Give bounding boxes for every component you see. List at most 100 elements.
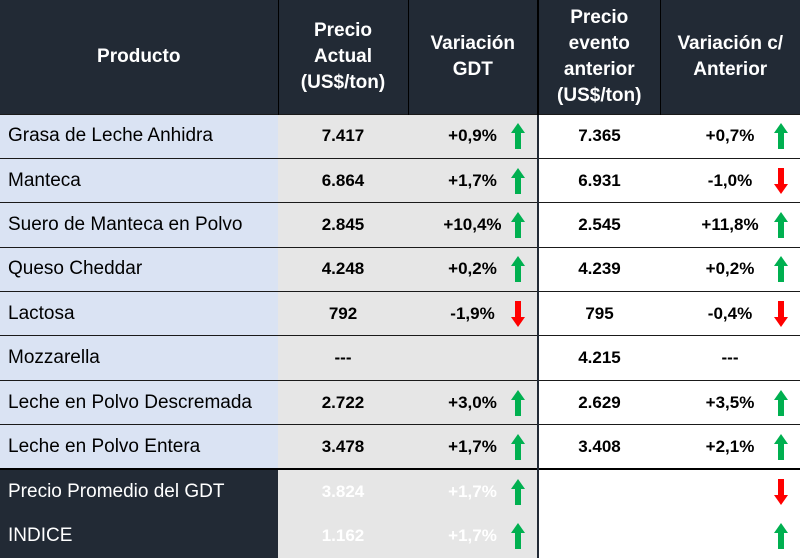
header-precio-anterior: Precio evento anterior (US$/ton) xyxy=(537,0,660,114)
variacion-anterior: +11,8% xyxy=(701,214,759,234)
variacion-gdt: +0,9% xyxy=(448,126,497,146)
precio-anterior: 6.931 xyxy=(537,157,660,203)
table-row: Manteca 6.864 +1,7% 6.931 -1,0% xyxy=(0,157,800,203)
variacion-anterior: +0,2% xyxy=(705,259,755,279)
product-name: INDICE xyxy=(0,513,278,558)
table-row: Leche en Polvo Descremada 2.722 +3,0% 2.… xyxy=(0,379,800,425)
product-name: Precio Promedio del GDT xyxy=(0,468,278,514)
arrow-up-icon xyxy=(511,389,525,416)
variacion-gdt-cell: +1,7% xyxy=(408,513,538,558)
variacion-gdt: +1,7% xyxy=(448,170,497,190)
variacion-anterior-cell: +3,5% xyxy=(660,379,800,425)
arrow-up-icon xyxy=(511,433,525,460)
variacion-anterior-cell: +2,1% xyxy=(660,424,800,470)
product-name: Mozzarella xyxy=(0,335,278,381)
precio-anterior: 795 xyxy=(537,291,660,336)
variacion-gdt: +10,4% xyxy=(443,214,502,234)
header-precio-actual: Precio Actual (US$/ton) xyxy=(277,0,408,114)
product-name: Grasa de Leche Anhidra xyxy=(0,113,278,159)
variacion-anterior: +3,5% xyxy=(705,392,755,412)
product-name: Queso Cheddar xyxy=(0,246,278,292)
arrow-up-icon xyxy=(511,123,525,150)
variacion-anterior-cell: +0,7% xyxy=(660,113,800,159)
product-name: Leche en Polvo Descremada xyxy=(0,379,278,425)
precio-actual: 7.417 xyxy=(278,113,408,159)
variacion-gdt-cell xyxy=(408,335,538,381)
variacion-gdt: +3,0% xyxy=(448,392,497,412)
arrow-up-icon xyxy=(774,211,788,238)
variacion-gdt-cell: -1,9% xyxy=(408,291,538,336)
variacion-gdt-cell: +3,0% xyxy=(408,379,538,425)
header-variacion-gdt: Variación GDT xyxy=(407,0,538,114)
variacion-gdt-cell: +10,4% xyxy=(408,202,538,248)
variacion-anterior: +2,1% xyxy=(705,436,755,456)
product-name: Leche en Polvo Entera xyxy=(0,424,278,470)
precio-actual: 3.824 xyxy=(278,468,408,514)
table-row: Suero de Manteca en Polvo 2.845 +10,4% 2… xyxy=(0,202,800,248)
arrow-down-icon xyxy=(511,300,525,327)
variacion-gdt: +0,2% xyxy=(448,259,497,279)
header-variacion-anterior: Variación c/ Anterior xyxy=(659,0,800,114)
variacion-anterior-cell: +11,8% xyxy=(660,202,800,248)
precio-actual: 1.162 xyxy=(278,513,408,558)
table-body: Grasa de Leche Anhidra 7.417 +0,9% 7.365… xyxy=(0,113,800,558)
table-row: Mozzarella --- 4.215 --- xyxy=(0,335,800,381)
arrow-down-icon xyxy=(774,167,788,194)
table-header: Producto Precio Actual (US$/ton) Variaci… xyxy=(0,0,800,114)
variacion-anterior: +1,7% xyxy=(705,525,755,545)
variacion-gdt-cell: +0,2% xyxy=(408,246,538,292)
precio-anterior: 4.239 xyxy=(537,246,660,292)
arrow-up-icon xyxy=(511,478,525,505)
precio-anterior: 4.215 xyxy=(537,335,660,381)
precio-anterior: 2.629 xyxy=(537,379,660,425)
header-producto: Producto xyxy=(0,0,278,114)
table-row: Lactosa 792 -1,9% 795 -0,4% xyxy=(0,291,800,336)
table-row: Leche en Polvo Entera 3.478 +1,7% 3.408 … xyxy=(0,424,800,470)
arrow-down-icon xyxy=(774,478,788,505)
variacion-gdt-cell: +1,7% xyxy=(408,468,538,514)
arrow-up-icon xyxy=(774,389,788,416)
precio-anterior: 3.408 xyxy=(537,424,660,470)
variacion-anterior-cell: +0,2% xyxy=(660,246,800,292)
variacion-anterior-cell: +1,7% xyxy=(660,513,800,558)
variacion-gdt: -1,9% xyxy=(450,303,495,323)
precio-actual: --- xyxy=(278,335,408,381)
variacion-gdt-cell: +1,7% xyxy=(408,424,538,470)
variacion-anterior: -1,0% xyxy=(707,170,753,190)
arrow-up-icon xyxy=(511,167,525,194)
table-row: Grasa de Leche Anhidra 7.417 +0,9% 7.365… xyxy=(0,113,800,159)
precio-actual: 2.722 xyxy=(278,379,408,425)
product-name: Manteca xyxy=(0,157,278,203)
variacion-anterior: -1,0% xyxy=(707,481,753,501)
arrow-up-icon xyxy=(511,256,525,283)
arrow-up-icon xyxy=(774,522,788,549)
arrow-up-icon xyxy=(774,256,788,283)
arrow-up-icon xyxy=(511,522,525,549)
product-name: Lactosa xyxy=(0,291,278,336)
variacion-anterior-cell: --- xyxy=(660,335,800,381)
variacion-gdt-cell: +0,9% xyxy=(408,113,538,159)
variacion-anterior-cell: -1,0% xyxy=(660,468,800,514)
variacion-anterior: -0,4% xyxy=(707,303,753,323)
arrow-down-icon xyxy=(774,300,788,327)
table-row: Queso Cheddar 4.248 +0,2% 4.239 +0,2% xyxy=(0,246,800,292)
variacion-gdt: +1,7% xyxy=(448,481,497,501)
precio-actual: 2.845 xyxy=(278,202,408,248)
precio-anterior: 3.861 xyxy=(537,468,660,514)
precio-actual: 3.478 xyxy=(278,424,408,470)
variacion-anterior: --- xyxy=(721,348,739,368)
variacion-gdt: +1,7% xyxy=(448,436,497,456)
table-row: Precio Promedio del GDT 3.824 +1,7% 3.86… xyxy=(0,468,800,514)
precio-anterior: 1.143 xyxy=(537,513,660,558)
arrow-up-icon xyxy=(774,433,788,460)
arrow-up-icon xyxy=(511,211,525,238)
precio-anterior: 7.365 xyxy=(537,113,660,159)
precio-actual: 4.248 xyxy=(278,246,408,292)
variacion-gdt-cell: +1,7% xyxy=(408,157,538,203)
product-name: Suero de Manteca en Polvo xyxy=(0,202,278,248)
table-row: INDICE 1.162 +1,7% 1.143 +1,7% xyxy=(0,513,800,558)
variacion-anterior-cell: -0,4% xyxy=(660,291,800,336)
precio-actual: 792 xyxy=(278,291,408,336)
variacion-anterior: +0,7% xyxy=(705,126,755,146)
